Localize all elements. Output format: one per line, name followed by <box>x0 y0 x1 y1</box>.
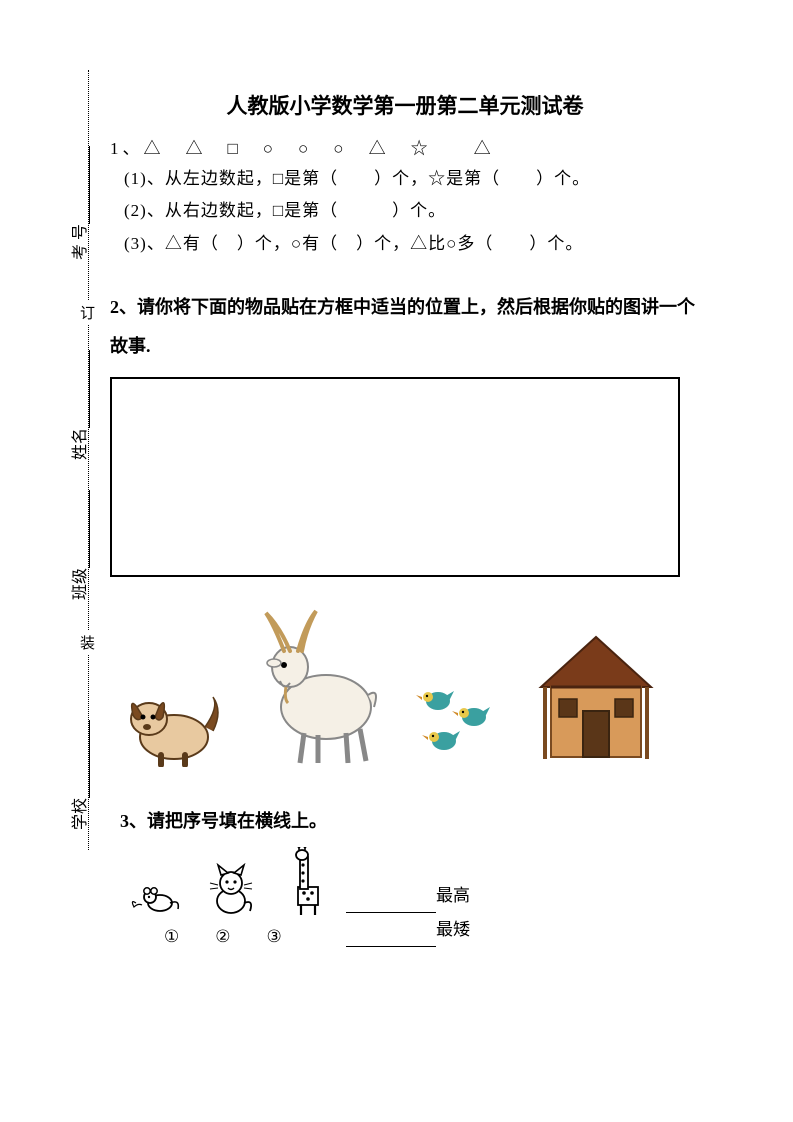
goat-icon <box>246 607 396 767</box>
blank-tallest[interactable] <box>346 894 436 913</box>
q1-sub1: (1)、从左边数起，□是第（ ）个，☆是第（ ）个。 <box>110 163 700 195</box>
house-icon <box>521 627 671 767</box>
name-label: 姓名 <box>72 428 89 460</box>
dog-icon <box>119 667 229 767</box>
q3-answers: 最高 最矮 <box>346 879 470 947</box>
giraffe-icon <box>282 847 326 917</box>
class-field: 班级 <box>66 490 90 600</box>
q2-heading: 2、请你将下面的物品贴在方框中适当的位置上，然后根据你贴的图讲一个故事. <box>110 288 700 367</box>
examno-label: 考 号 <box>72 224 89 260</box>
q1-shapes-row: 1、△ △ □ ○ ○ ○ △ ☆ △ <box>110 134 700 159</box>
binding-margin: 学校 装 班级 姓名 订 考 号 <box>38 70 98 850</box>
ding-marker: 订 <box>80 300 95 325</box>
sticker-row <box>110 607 680 767</box>
school-field: 学校 <box>66 720 90 830</box>
class-label: 班级 <box>72 568 89 600</box>
q3-left: ① ② ③ <box>130 847 326 947</box>
q3-label-3: ③ <box>267 927 282 947</box>
q3-heading: 3、请把序号填在横线上。 <box>120 807 700 833</box>
birds-icon <box>414 677 504 767</box>
q1-sub2: (2)、从右边数起，□是第（ ）个。 <box>110 195 700 227</box>
q3-body: ① ② ③ 最高 最矮 <box>130 847 700 947</box>
zhuang-marker: 装 <box>80 630 95 655</box>
question-1: 1、△ △ □ ○ ○ ○ △ ☆ △ (1)、从左边数起，□是第（ ）个，☆是… <box>110 134 700 260</box>
page-title: 人教版小学数学第一册第二单元测试卷 <box>110 90 700 120</box>
shortest-label: 最矮 <box>436 920 470 939</box>
q3-tallest-line: 最高 <box>346 879 470 913</box>
q1-number: 1、 <box>110 139 144 158</box>
q3-shortest-line: 最矮 <box>346 913 470 947</box>
story-box[interactable] <box>110 377 680 577</box>
tallest-label: 最高 <box>436 886 470 905</box>
q1-shapes: △ △ □ ○ ○ ○ △ ☆ △ <box>144 139 495 158</box>
q3-label-2: ② <box>215 927 230 947</box>
name-field: 姓名 <box>66 350 90 460</box>
q3-number-labels: ① ② ③ <box>164 927 326 947</box>
cat-icon <box>206 863 256 917</box>
q1-sub3: (3)、△有（ ）个，○有（ ）个，△比○多（ ）个。 <box>110 228 700 260</box>
page-content: 人教版小学数学第一册第二单元测试卷 1、△ △ □ ○ ○ ○ △ ☆ △ (1… <box>110 90 700 947</box>
blank-shortest[interactable] <box>346 928 436 947</box>
mouse-icon <box>130 873 180 917</box>
school-label: 学校 <box>72 798 89 830</box>
q3-icons <box>130 847 326 917</box>
examno-field: 考 号 <box>66 146 90 260</box>
q3-label-1: ① <box>164 927 179 947</box>
